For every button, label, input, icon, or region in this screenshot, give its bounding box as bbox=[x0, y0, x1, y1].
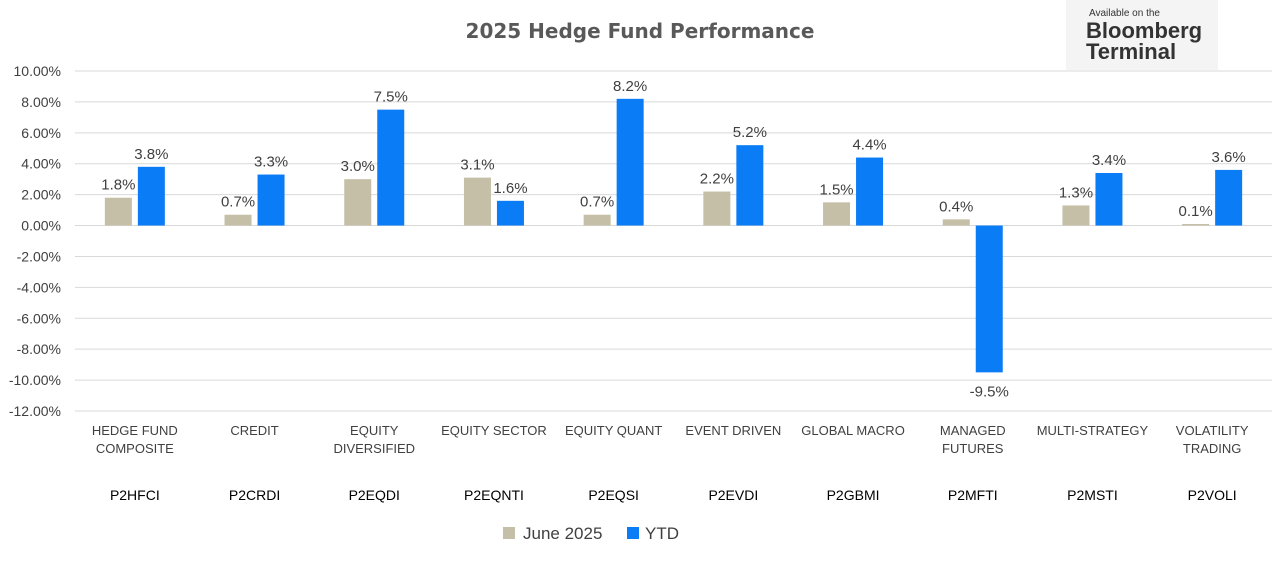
ticker-code-label: P2EVDI bbox=[708, 487, 758, 503]
y-tick-label: 8.00% bbox=[21, 94, 61, 110]
ticker-code-label: P2MFTI bbox=[948, 487, 998, 503]
bar-june-2025 bbox=[1182, 224, 1210, 226]
logo-line-3: Terminal bbox=[1086, 39, 1176, 64]
bar-ytd bbox=[377, 109, 405, 226]
data-label: 3.8% bbox=[134, 146, 168, 163]
y-tick-label: 0.00% bbox=[21, 218, 61, 234]
ticker-code-label: P2CRDI bbox=[229, 487, 280, 503]
data-label: 0.4% bbox=[939, 198, 973, 215]
y-tick-label: -12.00% bbox=[9, 403, 61, 419]
data-label: 5.2% bbox=[733, 124, 767, 141]
bar-ytd bbox=[1215, 169, 1243, 226]
y-tick-label: -6.00% bbox=[17, 310, 61, 326]
bar-ytd bbox=[975, 225, 1003, 373]
bar-ytd bbox=[137, 166, 165, 226]
data-label: 1.6% bbox=[493, 180, 527, 197]
bar-june-2025 bbox=[583, 214, 611, 226]
ticker-code-label: P2VOLI bbox=[1188, 487, 1237, 503]
category-label: EQUITY bbox=[350, 423, 399, 438]
legend: June 2025 YTD bbox=[503, 524, 679, 543]
category-label: TRADING bbox=[1183, 441, 1242, 456]
bar-ytd bbox=[856, 157, 884, 226]
bloomberg-logo: Available on the Bloomberg Terminal bbox=[1066, 0, 1218, 70]
category-label: FUTURES bbox=[942, 441, 1004, 456]
category-label: DIVERSIFIED bbox=[333, 441, 415, 456]
category-label: HEDGE FUND bbox=[92, 423, 178, 438]
bar-june-2025 bbox=[703, 191, 731, 226]
y-tick-label: -8.00% bbox=[17, 341, 61, 357]
category-label: VOLATILITY bbox=[1176, 423, 1249, 438]
data-label: 0.7% bbox=[580, 194, 614, 211]
ticker-code-label: P2GBMI bbox=[827, 487, 880, 503]
bar-ytd bbox=[257, 174, 285, 226]
logo-line-1: Available on the bbox=[1089, 8, 1160, 19]
category-label: EQUITY SECTOR bbox=[441, 423, 547, 438]
data-label: 3.0% bbox=[341, 158, 375, 175]
category-label: EQUITY QUANT bbox=[565, 423, 662, 438]
data-label: 0.1% bbox=[1179, 203, 1213, 220]
data-label: 1.5% bbox=[819, 181, 853, 198]
bar-june-2025 bbox=[823, 202, 851, 226]
y-tick-label: -4.00% bbox=[17, 279, 61, 295]
bar-june-2025 bbox=[1062, 205, 1090, 226]
bar-ytd bbox=[736, 145, 764, 226]
legend-swatch-ytd bbox=[627, 527, 639, 539]
category-label: EVENT DRIVEN bbox=[685, 423, 781, 438]
legend-swatch-june-2025 bbox=[503, 527, 515, 539]
y-tick-label: 10.00% bbox=[14, 63, 61, 79]
bar-ytd bbox=[496, 200, 524, 226]
ticker-code-label: P2EQNTI bbox=[464, 487, 524, 503]
ticker-code-label: P2EQDI bbox=[349, 487, 400, 503]
data-label: -9.5% bbox=[970, 383, 1009, 400]
logo-line-2: Bloomberg bbox=[1086, 18, 1202, 43]
y-axis-ticks: 10.00% 8.00% 6.00% 4.00% 2.00% 0.00% -2.00% -4.… bbox=[9, 63, 61, 419]
data-label: 2.2% bbox=[700, 171, 734, 188]
data-label: 3.1% bbox=[460, 157, 494, 174]
data-label: 3.6% bbox=[1212, 149, 1246, 166]
bar-june-2025 bbox=[224, 214, 252, 226]
bar-june-2025 bbox=[104, 197, 132, 226]
ticker-code-label: P2MSTI bbox=[1067, 487, 1118, 503]
category-label: GLOBAL MACRO bbox=[801, 423, 905, 438]
bar-june-2025 bbox=[463, 177, 491, 226]
category-label: MULTI-STRATEGY bbox=[1037, 423, 1149, 438]
data-label: 7.5% bbox=[374, 89, 408, 106]
y-tick-label: 4.00% bbox=[21, 156, 61, 172]
data-label: 3.3% bbox=[254, 154, 288, 171]
y-tick-label: 2.00% bbox=[21, 187, 61, 203]
ticker-code-label: P2HFCI bbox=[110, 487, 160, 503]
chart-title: 2025 Hedge Fund Performance bbox=[466, 19, 815, 43]
bar-june-2025 bbox=[942, 219, 970, 226]
legend-label-june-2025: June 2025 bbox=[523, 524, 602, 543]
category-label: COMPOSITE bbox=[96, 441, 174, 456]
data-label: 8.2% bbox=[613, 78, 647, 95]
category-labels: HEDGE FUND COMPOSITE P2HFCI CREDIT P2CRDI EQU… bbox=[92, 423, 1249, 503]
data-label: 1.3% bbox=[1059, 184, 1093, 201]
legend-label-ytd: YTD bbox=[645, 524, 679, 543]
category-label: CREDIT bbox=[230, 423, 278, 438]
gridlines bbox=[75, 70, 1272, 412]
data-label: 1.8% bbox=[101, 177, 135, 194]
category-label: MANAGED bbox=[940, 423, 1006, 438]
y-tick-label: -2.00% bbox=[17, 248, 61, 264]
bar-june-2025 bbox=[344, 179, 372, 226]
data-label: 4.4% bbox=[852, 137, 886, 154]
data-label: 0.7% bbox=[221, 194, 255, 211]
bar-ytd bbox=[1095, 173, 1123, 226]
y-tick-label: -10.00% bbox=[9, 372, 61, 388]
bars bbox=[104, 98, 1243, 373]
data-label: 3.4% bbox=[1092, 152, 1126, 169]
y-tick-label: 6.00% bbox=[21, 125, 61, 141]
ticker-code-label: P2EQSI bbox=[588, 487, 639, 503]
bar-ytd bbox=[616, 98, 644, 226]
data-labels: 1.8% 3.8% 0.7% 3.3% 3.0% 7.5% 3.1% 1.6% 0.7% 8.2%… bbox=[101, 78, 1246, 401]
